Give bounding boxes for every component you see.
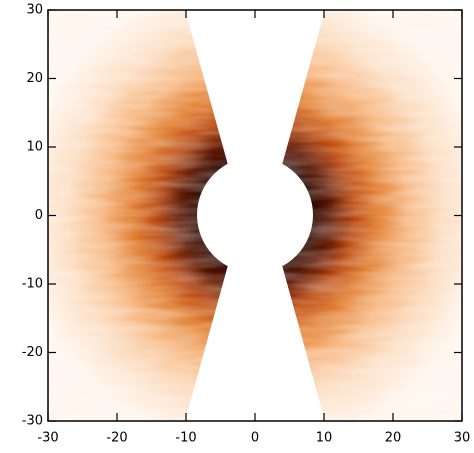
y-tick-label: -30 <box>22 414 43 429</box>
heat-texture <box>48 10 228 421</box>
y-tick-label: 20 <box>26 71 43 86</box>
y-tick-label: -20 <box>22 345 43 360</box>
y-tick-label: 0 <box>35 208 43 223</box>
heat-texture <box>282 10 462 421</box>
y-tick-label: 10 <box>26 140 43 155</box>
heatmap <box>48 10 462 421</box>
x-tick-label: -10 <box>175 431 196 446</box>
x-tick-label: 30 <box>454 431 471 446</box>
x-tick-label: 10 <box>316 431 333 446</box>
x-tick-label: -30 <box>37 431 58 446</box>
x-tick-label: -20 <box>106 431 127 446</box>
y-tick-label: 30 <box>26 3 43 18</box>
occulter <box>197 157 313 273</box>
x-tick-label: 0 <box>251 431 259 446</box>
x-tick-label: 20 <box>385 431 402 446</box>
y-tick-label: -10 <box>22 277 43 292</box>
